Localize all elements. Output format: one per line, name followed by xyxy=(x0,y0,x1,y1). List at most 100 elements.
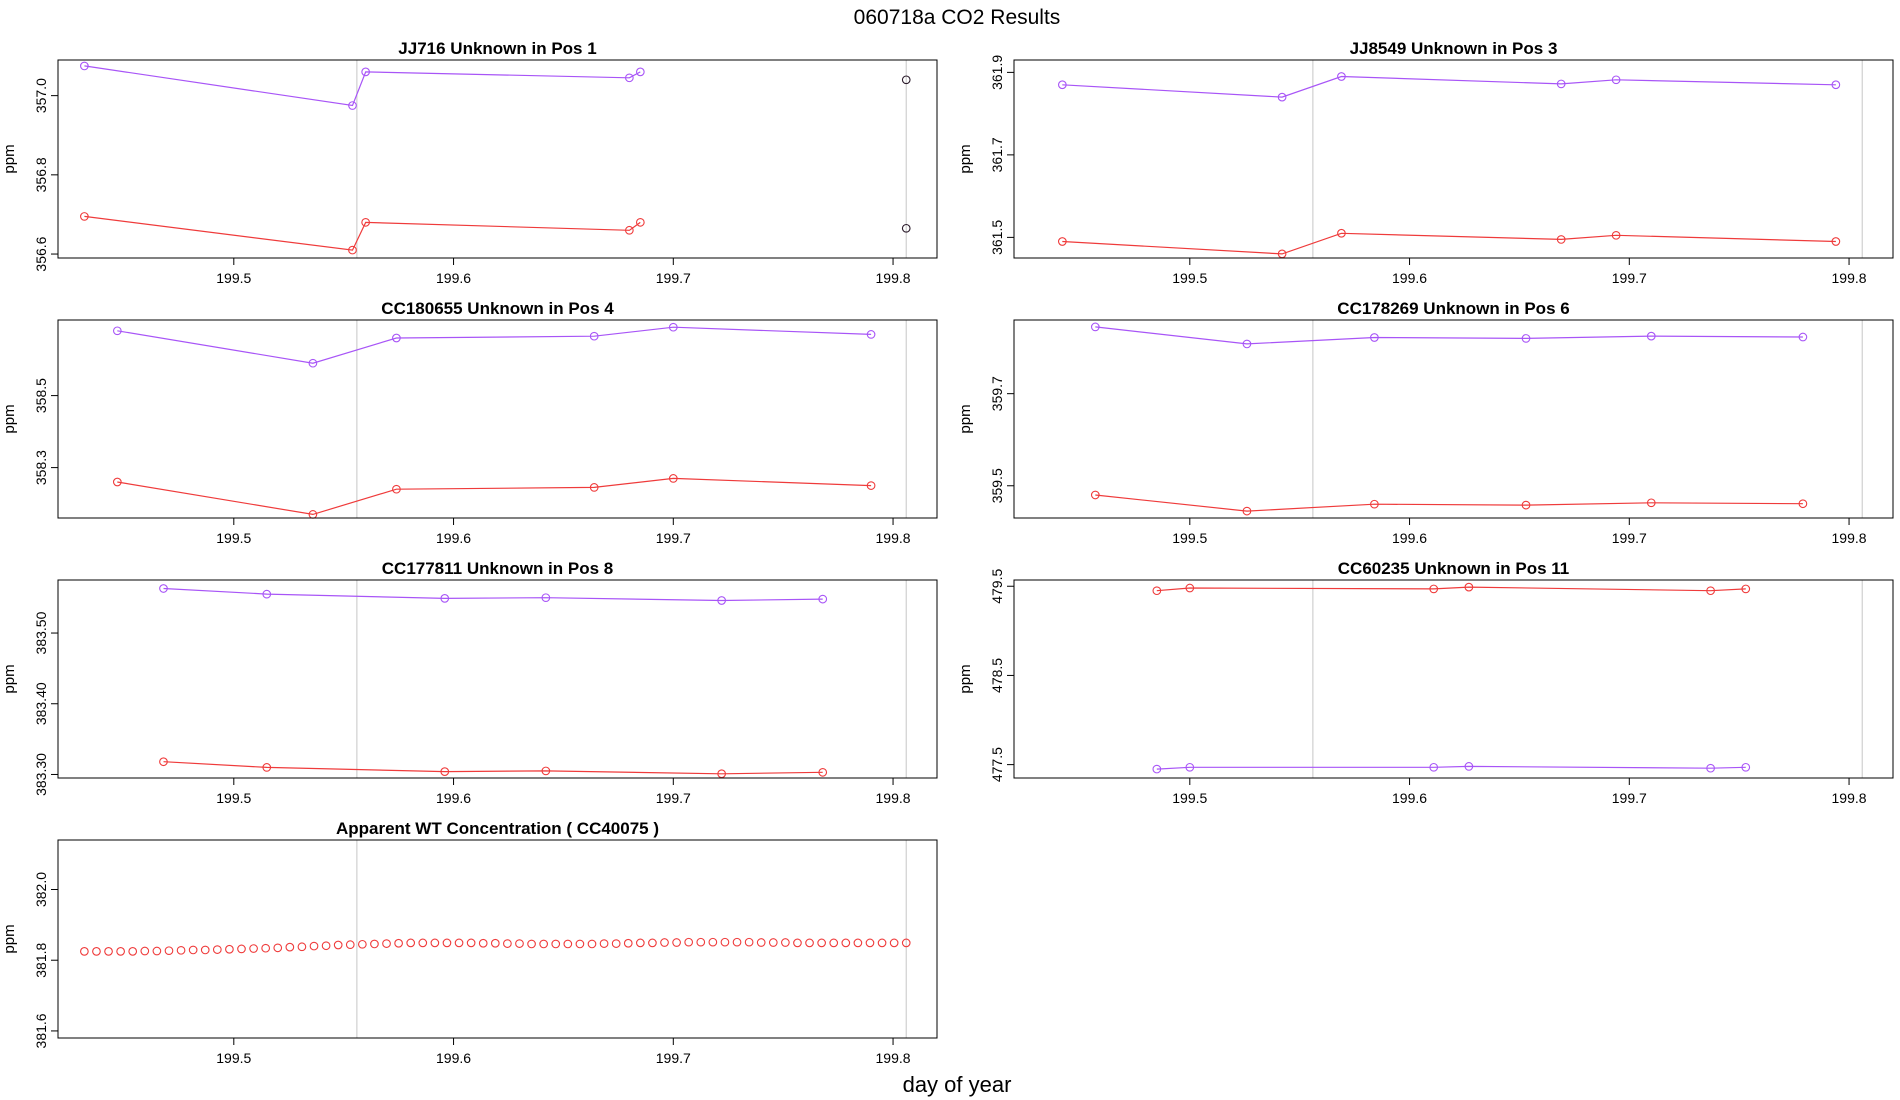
panel-title: CC177811 Unknown in Pos 8 xyxy=(382,559,613,578)
panel-5: CC177811 Unknown in Pos 8 199.5 199.6 199.7… xyxy=(1,559,938,806)
data-point xyxy=(273,943,283,953)
data-point xyxy=(1370,333,1379,342)
data-point xyxy=(732,937,742,947)
data-point xyxy=(1057,80,1067,90)
x-tick-label: 199.7 xyxy=(1612,790,1647,806)
data-point xyxy=(660,938,669,947)
series-single-low xyxy=(901,223,911,233)
data-point xyxy=(1521,334,1531,343)
x-tick-label: 199.6 xyxy=(436,790,471,806)
data-point xyxy=(345,940,355,950)
data-point xyxy=(901,75,911,85)
data-point xyxy=(478,938,488,948)
data-point xyxy=(589,331,599,341)
data-point xyxy=(541,766,551,776)
y-tick-label: 358.3 xyxy=(33,450,49,485)
data-point xyxy=(1090,322,1100,332)
data-point xyxy=(80,61,89,71)
figure-xlabel: day of year xyxy=(903,1072,1012,1097)
data-point xyxy=(1429,584,1439,594)
data-point xyxy=(262,763,272,772)
y-axis-label: ppm xyxy=(1,404,18,433)
series-upper xyxy=(80,61,645,110)
data-point xyxy=(1429,762,1439,772)
data-point xyxy=(348,101,357,110)
y-axis-label: ppm xyxy=(957,404,974,433)
series-line xyxy=(1062,232,1836,255)
data-point xyxy=(159,584,168,593)
data-point xyxy=(672,938,681,947)
panel-3: CC180655 Unknown in Pos 4 199.5 199.6 199.7… xyxy=(1,299,938,546)
x-tick-label: 199.8 xyxy=(876,1050,911,1066)
data-point xyxy=(587,939,597,949)
data-point xyxy=(575,939,585,949)
data-point xyxy=(333,940,343,950)
data-point xyxy=(793,938,802,948)
data-point xyxy=(717,596,726,605)
series-line xyxy=(117,326,872,364)
data-point xyxy=(188,945,198,955)
y-tick-label: 356.8 xyxy=(33,157,49,192)
y-tick-label: 477.5 xyxy=(989,747,1005,782)
panel-7: Apparent WT Concentration ( CC40075 ) 199… xyxy=(1,819,938,1066)
data-point xyxy=(1185,762,1195,772)
data-point xyxy=(112,326,122,336)
data-point xyxy=(361,218,371,227)
x-tick-label: 199.6 xyxy=(1392,270,1427,286)
data-point xyxy=(1057,237,1067,246)
data-point xyxy=(80,947,89,956)
y-tick-label: 357.0 xyxy=(33,78,49,113)
plot-frame xyxy=(57,839,938,1039)
data-point xyxy=(1152,764,1162,774)
data-point xyxy=(648,938,657,948)
series-upper xyxy=(1152,582,1751,596)
series-line xyxy=(1156,765,1746,770)
data-point xyxy=(361,67,371,77)
data-point xyxy=(635,218,645,227)
x-tick-label: 199.6 xyxy=(1392,530,1427,546)
y-tick-label: 361.7 xyxy=(989,137,1005,172)
y-tick-label: 478.5 xyxy=(989,658,1005,693)
panel-title: Apparent WT Concentration ( CC40075 ) xyxy=(336,819,659,838)
data-point xyxy=(200,945,210,955)
data-point xyxy=(624,225,634,235)
series-lower xyxy=(1090,490,1808,516)
x-tick-label: 199.5 xyxy=(216,790,251,806)
series-upper xyxy=(1090,322,1808,349)
data-point xyxy=(744,937,754,947)
data-point xyxy=(768,938,778,947)
data-point xyxy=(321,941,331,951)
data-point xyxy=(394,938,403,948)
figure-title: 060718a CO2 Results xyxy=(854,6,1061,29)
y-tick-label: 383.40 xyxy=(33,682,49,725)
panel-4: CC178269 Unknown in Pos 6 199.5 199.6 199.7… xyxy=(957,299,1894,546)
data-point xyxy=(781,938,790,947)
data-point xyxy=(490,938,500,948)
x-tick-label: 199.7 xyxy=(656,270,691,286)
y-tick-label: 381.8 xyxy=(33,942,49,977)
data-point xyxy=(889,938,899,948)
data-point xyxy=(128,947,138,956)
data-point xyxy=(696,937,706,947)
data-point xyxy=(358,939,367,949)
data-point xyxy=(1337,228,1346,238)
y-tick-label: 381.6 xyxy=(33,1013,49,1048)
data-point xyxy=(225,944,234,954)
data-point xyxy=(589,483,599,492)
data-point xyxy=(212,945,222,954)
data-point xyxy=(720,937,730,947)
data-point xyxy=(624,73,634,83)
x-tick-label: 199.7 xyxy=(1612,530,1647,546)
panel-title: CC180655 Unknown in Pos 4 xyxy=(381,299,614,318)
data-point xyxy=(668,474,678,483)
y-tick-label: 356.6 xyxy=(33,236,49,271)
data-point xyxy=(708,937,718,947)
series-upper xyxy=(1057,72,1841,102)
data-point xyxy=(152,946,162,956)
x-tick-label: 199.5 xyxy=(216,530,251,546)
x-tick-label: 199.7 xyxy=(656,530,691,546)
series-lower xyxy=(112,474,876,519)
data-point xyxy=(1337,72,1346,81)
x-tick-label: 199.8 xyxy=(876,530,911,546)
data-point xyxy=(382,939,391,948)
